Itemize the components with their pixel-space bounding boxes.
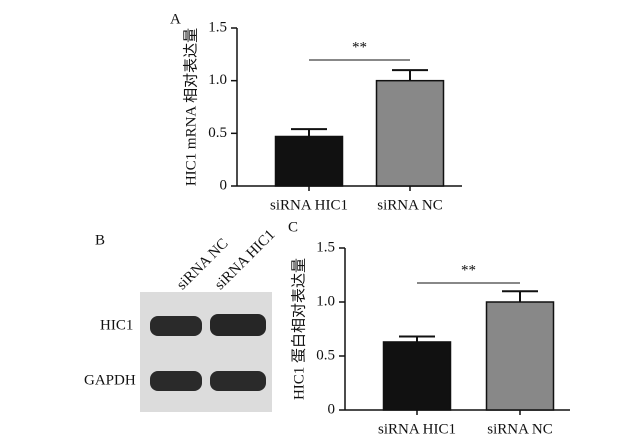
y-axis-title: HIC1 蛋白相对表达量 [290, 258, 307, 400]
y-axis-title: HIC1 mRNA 相对表达量 [182, 28, 199, 186]
panel-label: C [288, 219, 298, 235]
bar [485, 301, 555, 411]
blot-band [150, 371, 202, 391]
y-tick-label: 1.5 [316, 239, 335, 255]
band-label: HIC1 [100, 317, 133, 333]
panel-label: B [95, 232, 105, 248]
y-tick-label: 0.5 [208, 125, 227, 141]
bar [375, 79, 445, 187]
lane-label: siRNA HIC1 [212, 227, 278, 293]
y-tick-label: 1.5 [208, 19, 227, 35]
x-tick-label: siRNA NC [377, 197, 442, 213]
bar [382, 341, 452, 411]
blot-band [210, 314, 266, 336]
significance-label: ** [352, 39, 367, 55]
y-tick-label: 1.0 [208, 72, 227, 88]
y-tick-label: 1.0 [316, 293, 335, 309]
band-label: GAPDH [84, 372, 136, 388]
x-tick-label: siRNA NC [487, 421, 552, 437]
x-tick-label: siRNA HIC1 [270, 197, 348, 213]
significance-label: ** [461, 262, 476, 278]
x-tick-label: siRNA HIC1 [378, 421, 456, 437]
y-tick-label: 0 [328, 401, 336, 417]
panel-label: A [170, 11, 181, 27]
blot-band [150, 316, 202, 336]
bar [274, 135, 344, 187]
y-tick-label: 0.5 [316, 347, 335, 363]
blot-band [210, 371, 266, 391]
blot-image [140, 292, 272, 412]
y-tick-label: 0 [220, 177, 228, 193]
